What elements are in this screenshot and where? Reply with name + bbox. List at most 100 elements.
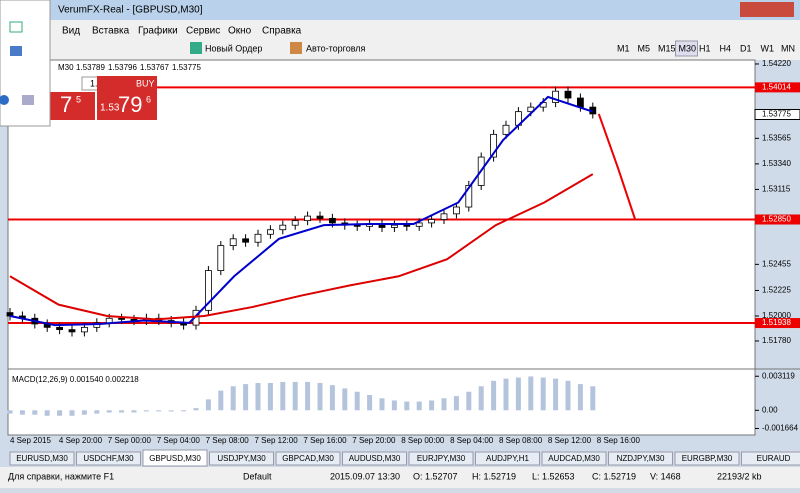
auto-trading-icon[interactable] [290, 42, 302, 54]
timeframe-button[interactable]: M30 [679, 43, 697, 53]
x-tick-label: 8 Sep 12:00 [548, 436, 592, 445]
macd-bar [367, 395, 372, 410]
menu-item[interactable]: Окно [228, 26, 252, 37]
candle-body [57, 327, 63, 329]
tab-label: GBPCAD,M30 [282, 454, 334, 463]
menu-item[interactable]: Графики [138, 25, 178, 37]
macd-bar [466, 392, 471, 411]
tab-label: EURJPY,M30 [417, 454, 466, 463]
candle-body [441, 214, 447, 220]
macd-bar [156, 410, 161, 411]
status-item: C: 1.52719 [592, 471, 636, 481]
x-tick-label: 7 Sep 16:00 [303, 436, 347, 445]
new-order-button[interactable]: Новый Ордер [205, 43, 262, 53]
menu-item[interactable]: Справка [262, 26, 302, 37]
macd-bar [380, 398, 385, 410]
level-tag-label: 1.52850 [762, 215, 791, 224]
macd-bar [553, 379, 558, 411]
candle-body [453, 207, 459, 214]
macd-bar [578, 384, 583, 410]
menu-item[interactable]: Сервис [186, 26, 220, 37]
candle-body [255, 234, 261, 242]
status-item: V: 1468 [650, 471, 681, 481]
timeframe-button[interactable]: D1 [740, 43, 752, 53]
candle-body [243, 239, 249, 242]
timeframe-button[interactable]: H4 [720, 43, 732, 53]
candle-body [119, 318, 125, 319]
tool-icon[interactable] [10, 46, 22, 56]
x-tick-label: 7 Sep 12:00 [255, 436, 299, 445]
buy-label: BUY [136, 78, 155, 88]
y-tick-label: 1.52225 [762, 286, 791, 295]
timeframe-button[interactable]: M1 [617, 43, 630, 53]
x-tick-label: 7 Sep 04:00 [157, 436, 201, 445]
macd-bar [94, 410, 99, 413]
tab-label: AUDUSD,M30 [349, 454, 401, 463]
status-item: O: 1.52707 [413, 471, 458, 481]
new-order-icon[interactable] [190, 42, 202, 54]
x-tick-label: 7 Sep 20:00 [352, 436, 396, 445]
macd-bar [504, 379, 509, 411]
macd-bar [342, 388, 347, 410]
macd-bar [293, 382, 298, 410]
tab-label: EURAUD [757, 454, 791, 463]
buy-digits: 79 [118, 92, 142, 117]
level-tag-label: 1.51938 [762, 318, 791, 327]
macd-bar [32, 410, 37, 414]
timeframe-button[interactable]: H1 [699, 43, 711, 53]
tab-label: NZDJPY,M30 [617, 454, 665, 463]
x-tick-label: 7 Sep 08:00 [206, 436, 250, 445]
macd-bar [8, 410, 13, 413]
candle-body [416, 223, 422, 226]
candle-body [81, 327, 87, 332]
macd-bar [45, 410, 50, 415]
tool-icon[interactable] [22, 95, 34, 105]
current-price-label: 1.53775 [762, 110, 791, 119]
timeframe-button[interactable]: MN [781, 43, 795, 53]
macd-bar [132, 410, 137, 412]
window-title: VerumFX-Real - [GBPUSD,M30] [58, 5, 203, 16]
status-item: L: 1.52653 [532, 471, 575, 481]
macd-bar [355, 392, 360, 411]
candle-body [577, 98, 583, 107]
y-tick-label: 1.52455 [762, 259, 791, 268]
candle-body [429, 220, 435, 223]
macd-bar [305, 382, 310, 410]
macd-bar [144, 410, 149, 411]
sell-digits: 7 [60, 92, 72, 117]
macd-bar [528, 376, 533, 410]
info-value: 1.53767 [140, 63, 169, 72]
status-item: 2015.09.07 13:30 [330, 471, 400, 481]
x-tick-label: 8 Sep 00:00 [401, 436, 445, 445]
timeframe-button[interactable]: M5 [638, 43, 651, 53]
macd-bar [218, 391, 223, 411]
x-tick-label: 8 Sep 16:00 [597, 436, 641, 445]
auto-trading-button[interactable]: Авто-торговля [306, 43, 366, 53]
menu-item[interactable]: Вставка [92, 26, 130, 37]
menu-item[interactable]: Вид [62, 26, 80, 37]
timeframe-button[interactable]: W1 [761, 43, 775, 53]
y2-tick-label: -0.001664 [762, 424, 799, 433]
status-item: H: 1.52719 [472, 471, 516, 481]
tab-label: AUDCAD,M30 [548, 454, 600, 463]
macd-bar [206, 399, 211, 410]
candle-body [305, 216, 311, 221]
macd-bar [404, 402, 409, 411]
macd-bar [243, 384, 248, 410]
candle-body [503, 125, 509, 134]
timeframe-button[interactable]: M15 [658, 43, 676, 53]
macd-bar [280, 382, 285, 410]
macd-bar [318, 383, 323, 410]
macd-bar [330, 385, 335, 410]
status-item: Для справки, нажмите F1 [8, 471, 114, 481]
x-tick-label: 4 Sep 20:00 [59, 436, 103, 445]
y-tick-label: 1.54220 [762, 59, 791, 68]
window-controls[interactable] [740, 2, 794, 17]
macd-bar [392, 400, 397, 410]
macd-bar [169, 410, 174, 411]
tab-label: USDCHF,M30 [83, 454, 134, 463]
x-tick-label: 7 Sep 00:00 [108, 436, 152, 445]
macd-bar [516, 378, 521, 411]
macd-bar [417, 402, 422, 411]
